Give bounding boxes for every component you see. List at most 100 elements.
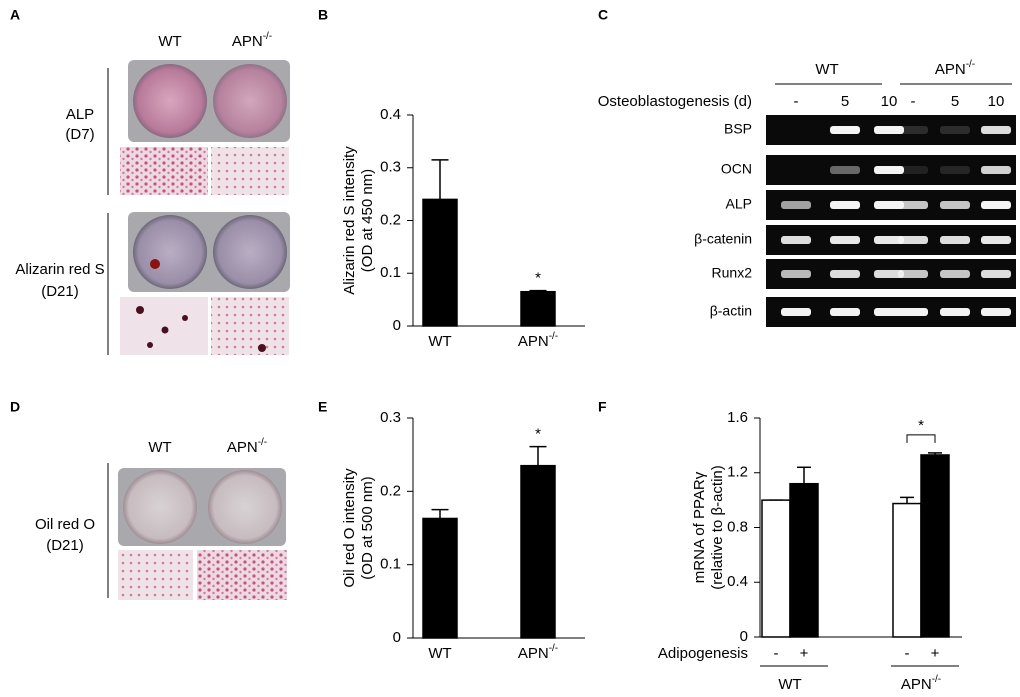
significance-bracket	[906, 434, 936, 443]
x-tick-label: APN-/-	[901, 674, 941, 693]
row-sublabel: (D7)	[65, 126, 94, 143]
annotation: *	[918, 417, 924, 434]
x-tick-label: WT	[778, 676, 801, 693]
y-tick-label: 0.4	[727, 573, 748, 590]
lane-label: 5	[841, 93, 849, 110]
x-tick-label: APN-/-	[518, 331, 558, 350]
gene-label: β-actin	[710, 303, 752, 319]
y-tick-label: 0.3	[380, 409, 401, 426]
band	[781, 308, 811, 316]
band	[874, 201, 904, 209]
y-tick-label: 0.8	[727, 518, 748, 535]
band	[981, 166, 1011, 174]
well	[208, 470, 282, 544]
band	[940, 201, 970, 209]
gene-label: OCN	[721, 161, 752, 177]
x-tick-label: WT	[428, 333, 451, 350]
well	[133, 64, 207, 138]
y-tick-label: 0	[393, 317, 401, 334]
well	[213, 64, 287, 138]
y-tick-label: 1.6	[727, 409, 748, 426]
panel-letter: F	[598, 399, 607, 415]
gene-label: Runx2	[712, 265, 753, 281]
panel-d: D WT APN-/- Oil red O (D21)	[10, 399, 287, 600]
band	[940, 270, 970, 278]
y-axis-label: (relative to β-actin)	[709, 465, 726, 590]
band	[830, 166, 860, 174]
gene-label: ALP	[726, 196, 752, 212]
y-axis-label: (OD at 450 nm)	[359, 169, 376, 272]
band	[898, 126, 928, 134]
column-label: APN-/-	[232, 31, 272, 50]
nodule	[161, 326, 169, 334]
band	[940, 308, 970, 316]
band	[940, 236, 970, 244]
nodule	[258, 344, 266, 352]
y-tick-label: 0	[393, 629, 401, 646]
nodule	[136, 306, 144, 314]
nodule	[150, 259, 160, 269]
panel-letter: E	[318, 399, 327, 415]
bar	[892, 502, 922, 638]
axis-label: Osteoblastogenesis (d)	[598, 93, 752, 110]
group-label: APN-/-	[935, 59, 975, 78]
well	[213, 215, 287, 289]
y-tick-label: 1.2	[727, 464, 748, 481]
y-tick-label: 0.4	[380, 106, 401, 123]
y-axis-label: (OD at 500 nm)	[359, 476, 376, 579]
series-label: -	[905, 645, 910, 662]
annotation: *	[535, 270, 541, 287]
band	[940, 166, 970, 174]
band	[781, 201, 811, 209]
bar	[422, 517, 458, 639]
row-sublabel: (D21)	[41, 283, 79, 300]
panel-letter: A	[10, 7, 20, 23]
y-tick-label: 0.1	[380, 556, 401, 573]
band	[874, 166, 904, 174]
panel-a: A WT APN-/- ALP (D7) Alizarin red S (D21…	[10, 7, 290, 355]
y-tick-label: 0	[740, 628, 748, 645]
y-axis-label: Alizarin red S intensity	[341, 146, 358, 295]
band	[981, 308, 1011, 316]
micrograph	[120, 297, 208, 355]
lane-label: -	[794, 93, 799, 110]
band	[898, 308, 928, 316]
panel-letter: D	[10, 399, 20, 415]
band	[981, 236, 1011, 244]
bar	[920, 454, 950, 638]
gene-label: BSP	[724, 121, 752, 137]
band	[981, 201, 1011, 209]
lane-label: 10	[988, 93, 1005, 110]
nodule	[182, 315, 188, 321]
micrograph	[118, 550, 193, 600]
annotation: *	[535, 426, 541, 443]
y-axis-label: mRNA of PPARγ	[691, 471, 708, 583]
x-tick-label: APN-/-	[518, 643, 558, 662]
band	[830, 308, 860, 316]
bar	[422, 198, 458, 327]
bar	[520, 290, 556, 327]
lane-label: 5	[951, 93, 959, 110]
well	[133, 215, 207, 289]
column-label: APN-/-	[227, 437, 267, 456]
column-label: WT	[148, 439, 171, 456]
y-tick-label: 0.1	[380, 264, 401, 281]
series-label: -	[774, 645, 779, 662]
band	[898, 166, 928, 174]
band	[874, 126, 904, 134]
well	[123, 470, 197, 544]
band	[830, 236, 860, 244]
band	[781, 270, 811, 278]
lane-label: -	[911, 93, 916, 110]
x-tick-label: WT	[428, 645, 451, 662]
row-sublabel: (D21)	[46, 537, 84, 554]
column-label: WT	[158, 33, 181, 50]
band	[874, 308, 904, 316]
y-tick-label: 0.3	[380, 159, 401, 176]
band	[940, 126, 970, 134]
band	[981, 126, 1011, 134]
band	[874, 270, 904, 278]
panel-c: C WT APN-/- Osteoblastogenesis (d)	[598, 7, 1012, 110]
band	[874, 236, 904, 244]
